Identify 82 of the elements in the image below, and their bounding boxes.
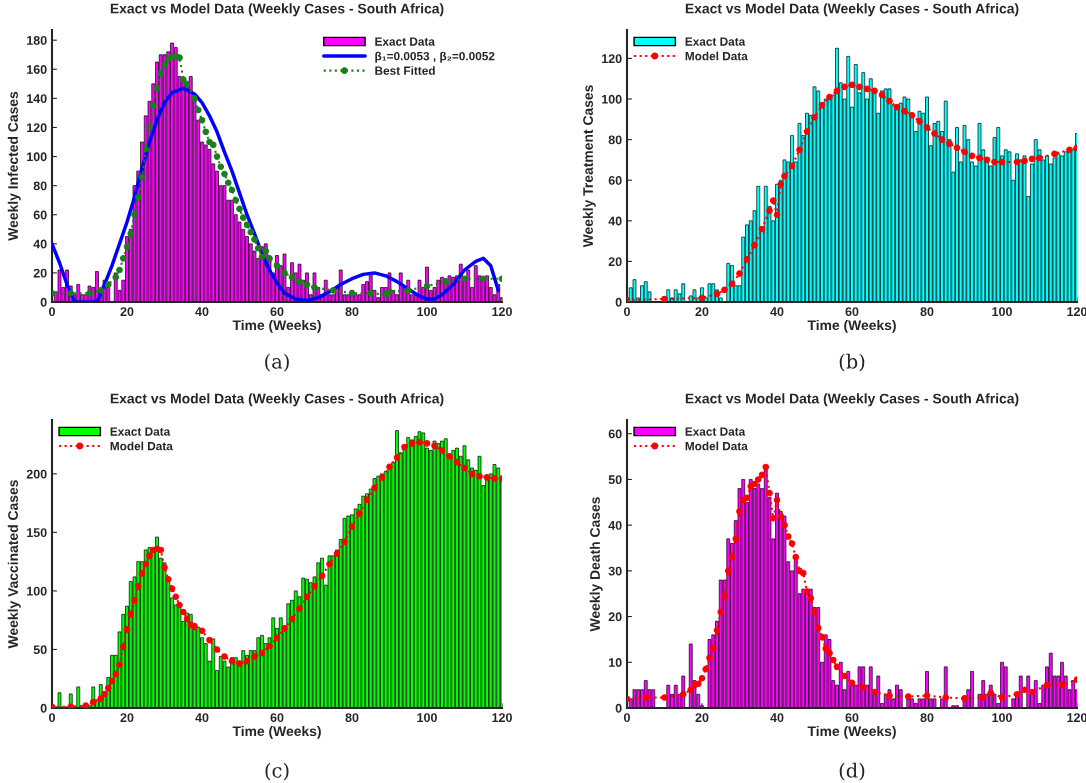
x-tick-label: 100 (992, 307, 1012, 317)
y-tick-label: 60 (33, 210, 47, 220)
y-tick-label: 0 (615, 297, 622, 307)
x-tick-label: 120 (1067, 307, 1086, 317)
y-tick-label: 100 (602, 94, 622, 104)
y-axis-title: Weekly Death Cases (589, 497, 603, 632)
chart-title: Exact vs Model Data (Weekly Cases - South Africa) (685, 3, 1019, 17)
y-tick-label: 0 (40, 703, 47, 713)
text: (d) (839, 762, 865, 781)
x-tick-label: 40 (770, 713, 784, 723)
x-tick-label: 80 (345, 307, 359, 317)
x-tick-label: 100 (417, 307, 437, 317)
chart-title: Exact vs Model Data (Weekly Cases - South Africa) (110, 393, 444, 407)
x-tick-label: 120 (492, 713, 512, 723)
y-axis-title: Weekly Treatment Cases (582, 85, 596, 248)
x-tick-label: 40 (195, 307, 209, 317)
chart-title: Exact vs Model Data (Weekly Cases - South Africa) (110, 3, 444, 17)
y-tick-label: 0 (615, 703, 622, 713)
y-tick-label: 60 (608, 429, 622, 439)
y-tick-label: 120 (602, 54, 622, 64)
legend-label: Exact Data (110, 427, 171, 436)
y-tick-label: 60 (608, 176, 622, 185)
y-tick-label: 30 (608, 566, 622, 576)
y-tick-label: 100 (27, 586, 47, 596)
legend-label: Exact Data (685, 37, 746, 46)
x-tick-label: 120 (492, 307, 512, 317)
y-tick-label: 20 (608, 257, 622, 267)
x-tick-label: 20 (695, 713, 709, 723)
legend-label: Exact Data (375, 37, 435, 46)
y-tick-label: 150 (27, 528, 47, 538)
x-tick-label: 40 (770, 307, 784, 317)
x-tick-label: 0 (624, 307, 630, 317)
x-tick-label: 60 (270, 713, 284, 723)
y-tick-label: 200 (26, 469, 47, 479)
y-tick-label: 180 (27, 35, 47, 45)
legend-label: β₁=0.0053 , β₂=0.0052 (375, 51, 495, 63)
legend-label: Model Data (110, 441, 173, 451)
legend-label: Model Data (685, 51, 748, 61)
x-axis-title: Time (Weeks) (232, 725, 321, 739)
y-tick-label: 120 (27, 123, 47, 133)
x-axis-title: Time (Weeks) (807, 319, 896, 333)
y-tick-label: 50 (608, 475, 622, 485)
y-tick-label: 80 (33, 181, 47, 191)
y-tick-label: 20 (33, 268, 47, 278)
x-axis-title: Time (Weeks) (232, 319, 321, 333)
text: (c) (265, 762, 289, 781)
x-tick-label: 80 (920, 713, 934, 723)
x-tick-label: 60 (270, 307, 284, 317)
legend-label: Model Data (685, 441, 748, 451)
y-tick-label: 40 (608, 216, 622, 226)
legend-label: Exact Data (685, 427, 746, 436)
y-tick-label: 10 (609, 658, 622, 667)
x-tick-label: 0 (624, 713, 630, 723)
y-tick-label: 0 (40, 297, 47, 307)
x-tick-label: 0 (49, 713, 55, 723)
y-tick-label: 160 (27, 65, 47, 74)
x-tick-label: 100 (992, 713, 1012, 723)
text: (a) (265, 353, 289, 372)
x-tick-label: 80 (345, 713, 359, 723)
y-tick-label: 20 (608, 612, 622, 622)
chart-title: Exact vs Model Data (Weekly Cases - South Africa) (685, 393, 1019, 407)
y-tick-label: 40 (33, 239, 47, 249)
y-tick-label: 100 (27, 152, 47, 162)
x-tick-label: 60 (845, 307, 859, 317)
y-tick-label: 40 (608, 520, 622, 530)
y-tick-label: 50 (33, 645, 47, 655)
x-tick-label: 120 (1067, 713, 1086, 723)
x-tick-label: 0 (49, 307, 55, 317)
x-axis-title: Time (Weeks) (807, 725, 896, 739)
x-tick-label: 80 (920, 307, 934, 317)
y-tick-label: 80 (608, 135, 622, 145)
y-axis-title: Weekly Vaccinated Cases (7, 480, 21, 649)
x-tick-label: 60 (845, 713, 859, 723)
x-tick-label: 20 (120, 713, 134, 723)
text: (b) (839, 353, 865, 372)
x-tick-label: 20 (120, 307, 134, 317)
y-tick-label: 140 (27, 94, 47, 104)
legend-label: Best Fitted (375, 66, 435, 75)
x-tick-label: 40 (195, 713, 209, 723)
x-tick-label: 100 (417, 713, 437, 723)
x-tick-label: 20 (695, 307, 709, 317)
y-axis-title: Weekly Infected Cases (7, 91, 21, 241)
